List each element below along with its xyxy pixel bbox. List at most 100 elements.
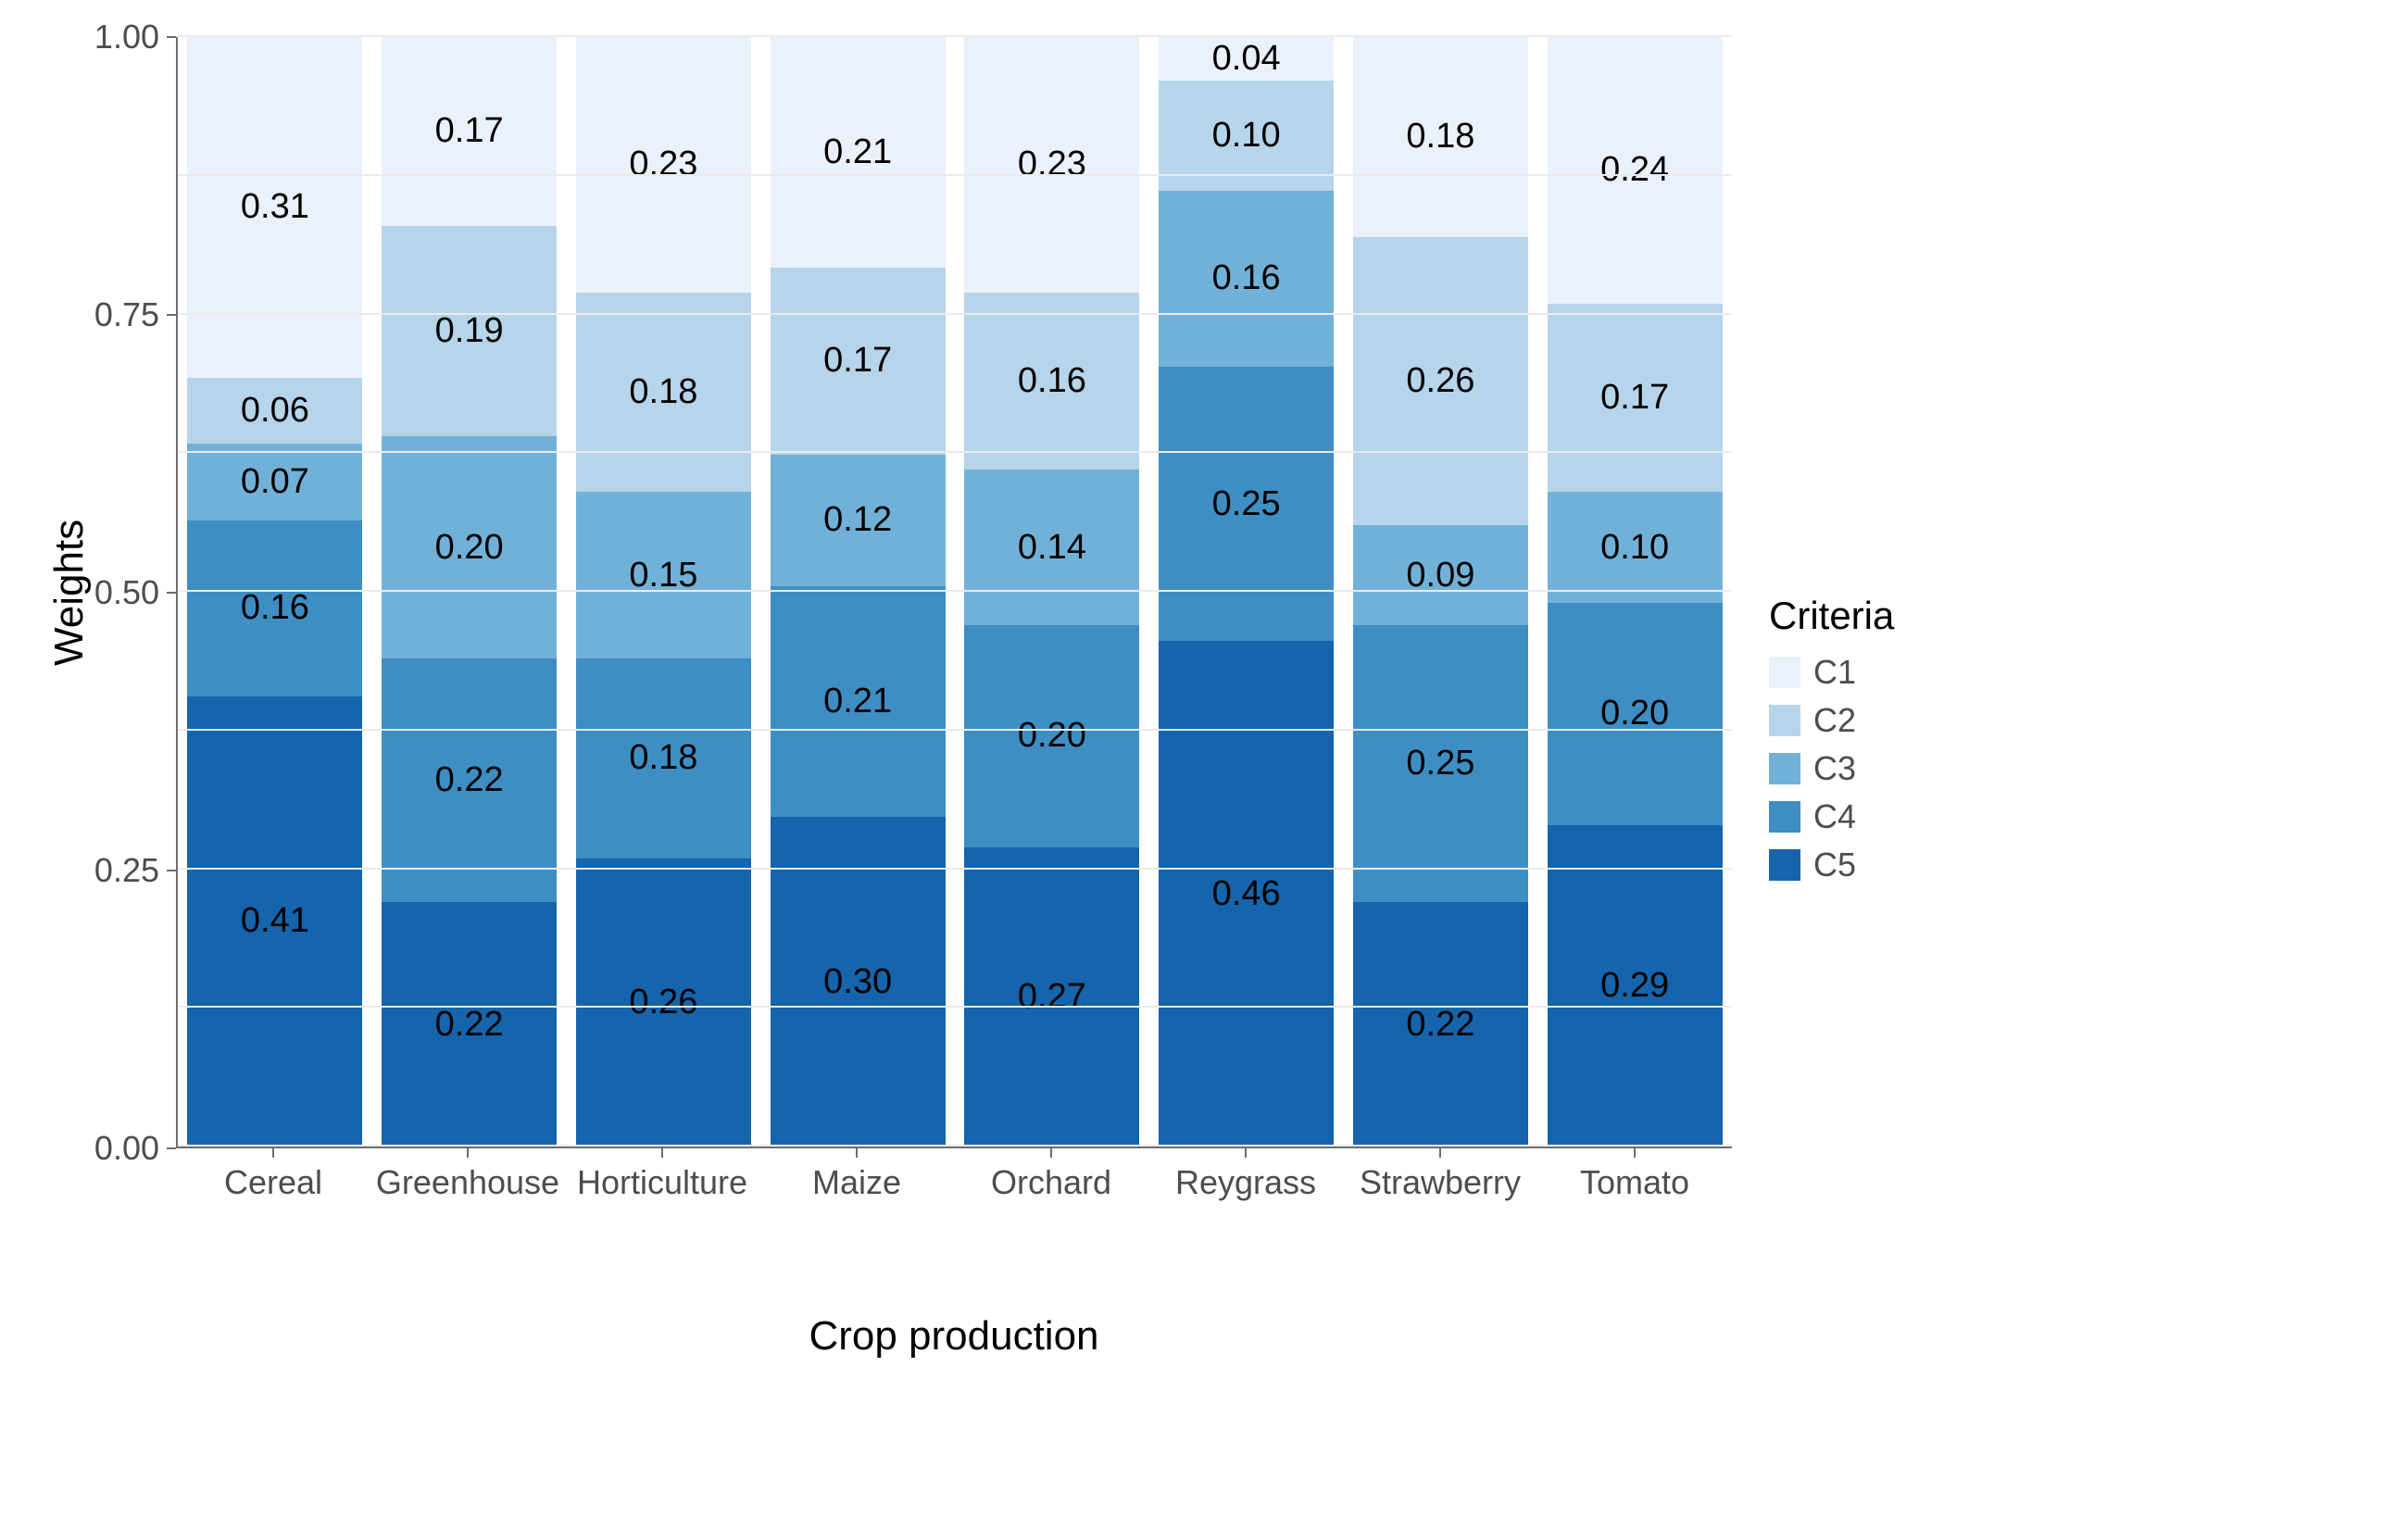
y-tick: 0.75	[94, 295, 176, 334]
bar-slot: 0.29 0.20 0.10 0.17 0.24	[1537, 37, 1732, 1147]
gridline	[178, 313, 1732, 315]
bar-segment-c4: 0.22	[382, 658, 557, 903]
legend-label: C4	[1813, 797, 1856, 836]
x-tick: Strawberry	[1343, 1148, 1537, 1295]
bar-segment-c4: 0.20	[1548, 603, 1723, 825]
bar-value-label: 0.27	[1018, 977, 1086, 1017]
legend-swatch	[1769, 753, 1800, 784]
bar-segment-c2: 0.17	[771, 268, 946, 455]
legend-title: Criteria	[1769, 594, 1894, 638]
gridline-minor	[178, 1006, 1732, 1008]
bar-value-label: 0.29	[1600, 966, 1669, 1006]
bar-segment-c2: 0.17	[1548, 304, 1723, 493]
gridline-minor	[178, 174, 1732, 176]
bar-segment-c2: 0.19	[382, 226, 557, 437]
bar: 0.260.180.150.180.23	[576, 37, 751, 1147]
bar-value-label: 0.22	[435, 1005, 504, 1045]
bar-value-label: 0.25	[1212, 484, 1281, 524]
bar-value-label: 0.22	[435, 760, 504, 800]
bar-segment-c5: 0.27	[964, 847, 1139, 1147]
bar-segment-c2: 0.18	[576, 293, 751, 493]
bar-segment-c3: 0.12	[771, 455, 946, 586]
x-tick-label: Cereal	[224, 1163, 322, 1202]
gridline-minor	[178, 729, 1732, 731]
bar-slot: 0.460.250.160.100.04	[1149, 37, 1344, 1147]
bar-value-label: 0.30	[823, 962, 892, 1002]
x-axis: Cereal GreenhouseHorticulture Maize Orchard…	[176, 1148, 1732, 1295]
bar: 0.29 0.20 0.10 0.17 0.24	[1548, 37, 1723, 1147]
bar-segment-c4: 0.20	[964, 625, 1139, 847]
bar: 0.460.250.160.100.04	[1159, 37, 1334, 1147]
x-axis-title: Crop production	[176, 1313, 1732, 1441]
bar-segment-c4: 0.25	[1159, 367, 1334, 642]
y-tick-label: 1.00	[94, 18, 159, 56]
legend-item: C5	[1769, 846, 1894, 884]
x-tick: Horticulture	[565, 1148, 759, 1295]
bar-slot: 0.30 0.21 0.12 0.17 0.21	[760, 37, 955, 1147]
bar-value-label: 0.10	[1600, 528, 1669, 568]
bar-segment-c3: 0.20	[382, 436, 557, 658]
bar-segment-c4: 0.16	[187, 520, 362, 696]
legend-swatch	[1769, 705, 1800, 736]
bar-value-label: 0.16	[1018, 361, 1086, 401]
bar-segment-c5: 0.41	[187, 696, 362, 1147]
x-tick: Tomato	[1537, 1148, 1732, 1295]
y-tick: 0.00	[94, 1129, 176, 1168]
legend-label: C3	[1813, 749, 1856, 788]
bar-value-label: 0.24	[1600, 150, 1669, 190]
bar-value-label: 0.25	[1406, 744, 1474, 783]
bar-value-label: 0.10	[1212, 116, 1281, 156]
bar-value-label: 0.22	[1406, 1005, 1474, 1045]
bar-value-label: 0.17	[435, 111, 504, 151]
x-tick-label: Maize	[812, 1163, 901, 1202]
bar-value-label: 0.12	[823, 500, 892, 540]
bar-value-label: 0.21	[823, 682, 892, 721]
bar-value-label: 0.19	[435, 311, 504, 351]
y-tick-label: 0.00	[94, 1129, 159, 1168]
bar: 0.22 0.22 0.20 0.19 0.17	[382, 37, 557, 1147]
bar-value-label: 0.18	[629, 372, 697, 412]
legend-item: C4	[1769, 797, 1894, 836]
legend-swatch	[1769, 657, 1800, 688]
bar-slot: 0.41 0.16 0.07 0.06 0.31	[178, 37, 372, 1147]
bar-segment-c5: 0.26	[576, 858, 751, 1147]
x-tick-label: Reygrass	[1175, 1163, 1316, 1202]
x-tick: Orchard	[954, 1148, 1148, 1295]
legend: Criteria C1C2C3C4C5	[1769, 594, 1894, 884]
bar-segment-c1: 0.17	[382, 37, 557, 226]
plot-area: 0.41 0.16 0.07 0.06 0.31 0.22 0.22 0.20 0.19 0.17…	[176, 37, 1732, 1148]
bar-segment-c2: 0.16	[964, 293, 1139, 470]
x-tick-label: Greenhouse	[376, 1163, 559, 1202]
legend-item: C3	[1769, 749, 1894, 788]
bar-segment-c5: 0.29	[1548, 825, 1723, 1147]
stacked-bar-chart: Weights 0.000.250.500.751.00 0.410.160.0…	[37, 37, 2371, 1441]
bar-value-label: 0.41	[241, 901, 309, 941]
bar-slot: 0.22 0.25 0.09 0.26 0.18	[1344, 37, 1538, 1147]
bar-value-label: 0.16	[241, 588, 309, 628]
gridline	[178, 1145, 1732, 1147]
bar-segment-c1: 0.23	[576, 37, 751, 293]
bar-segment-c3: 0.10	[1548, 492, 1723, 603]
bar-segment-c3: 0.09	[1353, 525, 1528, 625]
bar-slot: 0.27 0.20 0.14 0.16 0.23	[955, 37, 1149, 1147]
bar-segment-c1: 0.23	[964, 37, 1139, 293]
bar-value-label: 0.14	[1018, 528, 1086, 568]
bar-segment-c4: 0.21	[771, 586, 946, 817]
bar-segment-c1: 0.18	[1353, 37, 1528, 237]
bar-segment-c1: 0.31	[187, 37, 362, 378]
bar-segment-c3: 0.16	[1159, 191, 1334, 367]
x-tick: Maize	[759, 1148, 954, 1295]
x-tick-label: Strawberry	[1360, 1163, 1521, 1202]
bar-value-label: 0.04	[1212, 39, 1281, 79]
bar-value-label: 0.26	[1406, 361, 1474, 401]
bar-segment-c2: 0.06	[187, 378, 362, 444]
bar-value-label: 0.07	[241, 462, 309, 502]
bar-value-label: 0.31	[241, 187, 309, 227]
bar-slot: 0.260.180.150.180.23	[567, 37, 761, 1147]
bar-value-label: 0.21	[823, 132, 892, 172]
bar: 0.22 0.25 0.09 0.26 0.18	[1353, 37, 1528, 1147]
x-title-row: Weights Crop production	[37, 1295, 1732, 1441]
bar-segment-c2: 0.26	[1353, 237, 1528, 525]
bar-slot: 0.22 0.22 0.20 0.19 0.17	[372, 37, 567, 1147]
legend-swatch	[1769, 849, 1800, 881]
